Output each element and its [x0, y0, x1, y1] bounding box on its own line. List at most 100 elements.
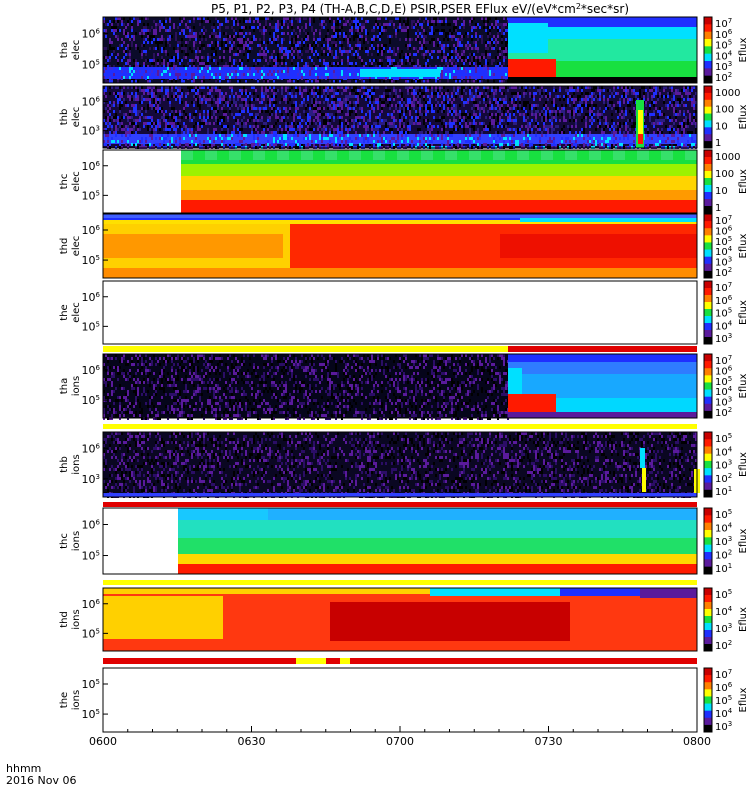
noise-cell — [333, 131, 335, 134]
noise-cell — [327, 122, 329, 125]
noise-cell — [589, 119, 591, 122]
noise-cell — [139, 101, 141, 104]
noise-cell — [139, 20, 141, 23]
noise-cell — [345, 50, 347, 53]
noise-cell — [143, 73, 145, 76]
noise-cell — [287, 101, 289, 104]
noise-cell — [179, 86, 181, 89]
noise-cell — [487, 128, 489, 131]
noise-cell — [133, 122, 135, 125]
noise-cell — [249, 26, 251, 29]
noise-cell — [113, 116, 115, 119]
noise-cell — [135, 104, 137, 107]
noise-cell — [361, 80, 363, 83]
noise-cell — [429, 53, 431, 56]
noise-cell — [399, 65, 401, 68]
noise-cell — [429, 143, 431, 146]
noise-cell — [463, 116, 465, 119]
noise-cell — [131, 86, 133, 89]
noise-cell — [197, 92, 199, 95]
noise-cell — [155, 131, 157, 134]
noise-cell — [137, 110, 139, 113]
noise-cell — [129, 17, 131, 20]
noise-cell — [139, 89, 141, 92]
noise-cell — [275, 89, 277, 92]
noise-cell — [357, 38, 359, 41]
noise-cell — [261, 125, 263, 128]
noise-cell — [131, 41, 133, 44]
noise-cell — [467, 98, 469, 101]
noise-cell — [135, 86, 137, 89]
noise-cell — [233, 44, 235, 47]
noise-cell — [341, 73, 343, 76]
noise-cell — [195, 32, 197, 35]
noise-cell — [505, 29, 507, 32]
noise-cell — [111, 80, 113, 83]
noise-cell — [299, 86, 301, 89]
noise-cell — [223, 65, 225, 68]
noise-cell — [361, 95, 363, 98]
noise-cell — [379, 113, 381, 116]
noise-cell — [347, 107, 349, 110]
noise-cell — [453, 89, 455, 92]
noise-cell — [499, 101, 501, 104]
noise-cell — [511, 128, 513, 131]
noise-cell — [163, 116, 165, 119]
noise-cell — [485, 92, 487, 95]
noise-cell — [277, 29, 279, 32]
noise-cell — [311, 122, 313, 125]
noise-cell — [125, 104, 127, 107]
noise-cell — [415, 53, 417, 56]
noise-cell — [119, 119, 121, 122]
noise-cell — [105, 86, 107, 89]
noise-cell — [165, 29, 167, 32]
noise-cell — [539, 92, 541, 95]
noise-cell — [363, 119, 365, 122]
noise-cell — [419, 122, 421, 125]
noise-cell — [597, 98, 599, 101]
noise-cell — [205, 119, 207, 122]
noise-cell — [139, 50, 141, 53]
noise-cell — [325, 38, 327, 41]
noise-cell — [545, 95, 547, 98]
noise-cell — [461, 76, 463, 79]
noise-cell — [623, 131, 625, 134]
noise-cell — [605, 116, 607, 119]
noise-cell — [463, 20, 465, 23]
noise-cell — [133, 125, 135, 128]
noise-cell — [163, 128, 165, 131]
noise-cell — [257, 67, 259, 70]
noise-cell — [219, 29, 221, 32]
noise-cell — [417, 65, 419, 68]
noise-cell — [243, 26, 245, 29]
noise-cell — [475, 92, 477, 95]
noise-cell — [319, 86, 321, 89]
noise-cell — [505, 86, 507, 89]
noise-cell — [599, 98, 601, 101]
noise-cell — [201, 122, 203, 125]
noise-cell — [491, 47, 493, 50]
noise-cell — [531, 119, 533, 122]
noise-cell — [291, 32, 293, 35]
noise-cell — [619, 98, 621, 101]
noise-cell — [317, 80, 319, 83]
noise-cell — [561, 128, 563, 131]
noise-cell — [567, 125, 569, 128]
noise-cell — [425, 131, 427, 134]
noise-cell — [405, 38, 407, 41]
noise-cell — [105, 56, 107, 59]
noise-cell — [137, 20, 139, 23]
noise-cell — [163, 62, 165, 65]
noise-cell — [311, 89, 313, 92]
noise-cell — [341, 107, 343, 110]
noise-cell — [423, 38, 425, 41]
noise-cell — [481, 35, 483, 38]
noise-cell — [333, 44, 335, 47]
noise-cell — [457, 32, 459, 35]
noise-cell — [155, 73, 157, 76]
noise-cell — [155, 86, 157, 89]
noise-cell — [275, 59, 277, 62]
noise-cell — [231, 73, 233, 76]
noise-cell — [239, 104, 241, 107]
noise-cell — [399, 76, 401, 79]
